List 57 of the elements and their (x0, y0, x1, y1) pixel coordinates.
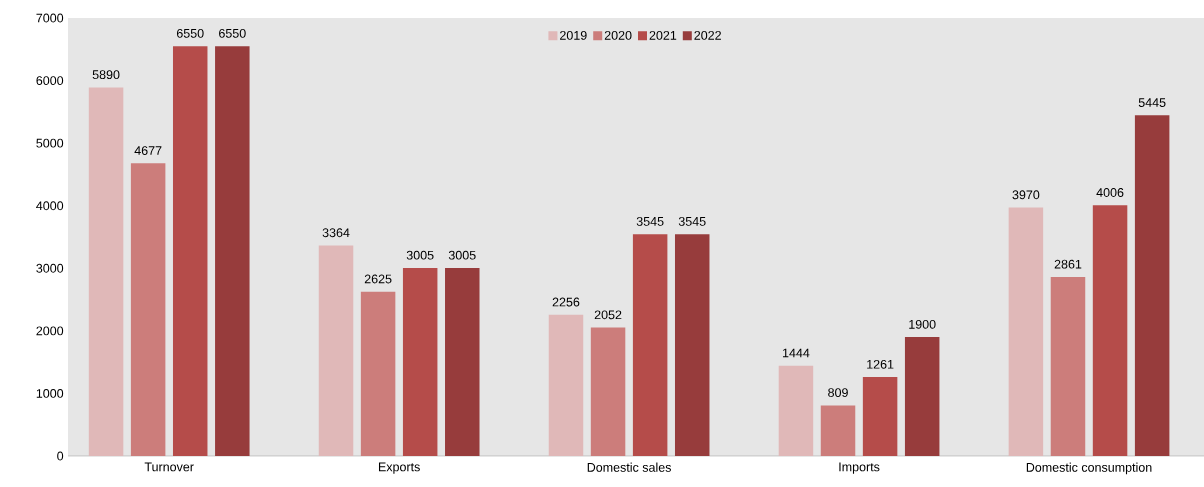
y-tick-label: 0 (57, 451, 64, 461)
bar (674, 234, 710, 456)
bar (862, 377, 898, 456)
data-label: 2052 (594, 310, 622, 320)
data-label: 1444 (782, 348, 810, 358)
bar (1050, 276, 1086, 456)
bar (548, 314, 584, 456)
data-label: 5890 (92, 70, 120, 80)
bar (445, 267, 480, 456)
data-label: 4677 (134, 146, 162, 155)
y-tick-label: 6000 (36, 76, 64, 85)
bar (1092, 205, 1128, 456)
x-tick-label: Imports (839, 462, 880, 474)
data-label: 2256 (552, 297, 580, 307)
bar (590, 327, 626, 456)
bar (1008, 207, 1044, 456)
bar (88, 87, 124, 456)
data-label: 3545 (636, 216, 664, 226)
data-label: 1900 (909, 319, 936, 329)
data-label: 3364 (322, 228, 350, 238)
bar (318, 245, 354, 456)
data-label: 3545 (678, 216, 706, 226)
data-label: 5445 (1138, 98, 1166, 107)
data-label: 809 (828, 388, 848, 398)
bar (215, 46, 250, 456)
y-tick-label: 4000 (36, 201, 64, 211)
bar (130, 163, 166, 456)
y-tick-label: 2000 (36, 326, 64, 336)
data-label: 3005 (448, 250, 476, 260)
legend-label: 2021 (649, 30, 677, 40)
y-tick-label: 1000 (36, 389, 64, 398)
data-label: 3005 (406, 250, 434, 260)
data-label: 6550 (176, 28, 204, 38)
bar (904, 337, 940, 456)
bar (402, 267, 438, 456)
bar (778, 365, 814, 456)
data-label: 4006 (1096, 188, 1124, 197)
y-tick-label: 3000 (36, 263, 64, 273)
data-label: 1261 (867, 359, 894, 369)
x-tick-label: Domestic sales (587, 462, 671, 472)
legend-label: 2022 (694, 30, 721, 40)
legend-label: 2020 (604, 30, 632, 40)
x-tick-label: Domestic consumption (1026, 462, 1152, 475)
x-tick-label: Turnover (144, 462, 194, 472)
bar (632, 234, 668, 456)
data-label: 6550 (219, 28, 246, 38)
legend-label: 2019 (560, 30, 587, 40)
data-label: 2861 (1054, 259, 1082, 269)
y-tick-label: 7000 (36, 13, 64, 23)
data-label: 2625 (364, 274, 392, 284)
bar (1134, 115, 1170, 456)
data-label: 3970 (1012, 190, 1040, 200)
bar (172, 46, 208, 456)
bar (820, 405, 856, 456)
bar (360, 291, 396, 456)
x-tick-label: Exports (378, 462, 420, 474)
y-tick-label: 5000 (36, 138, 64, 148)
